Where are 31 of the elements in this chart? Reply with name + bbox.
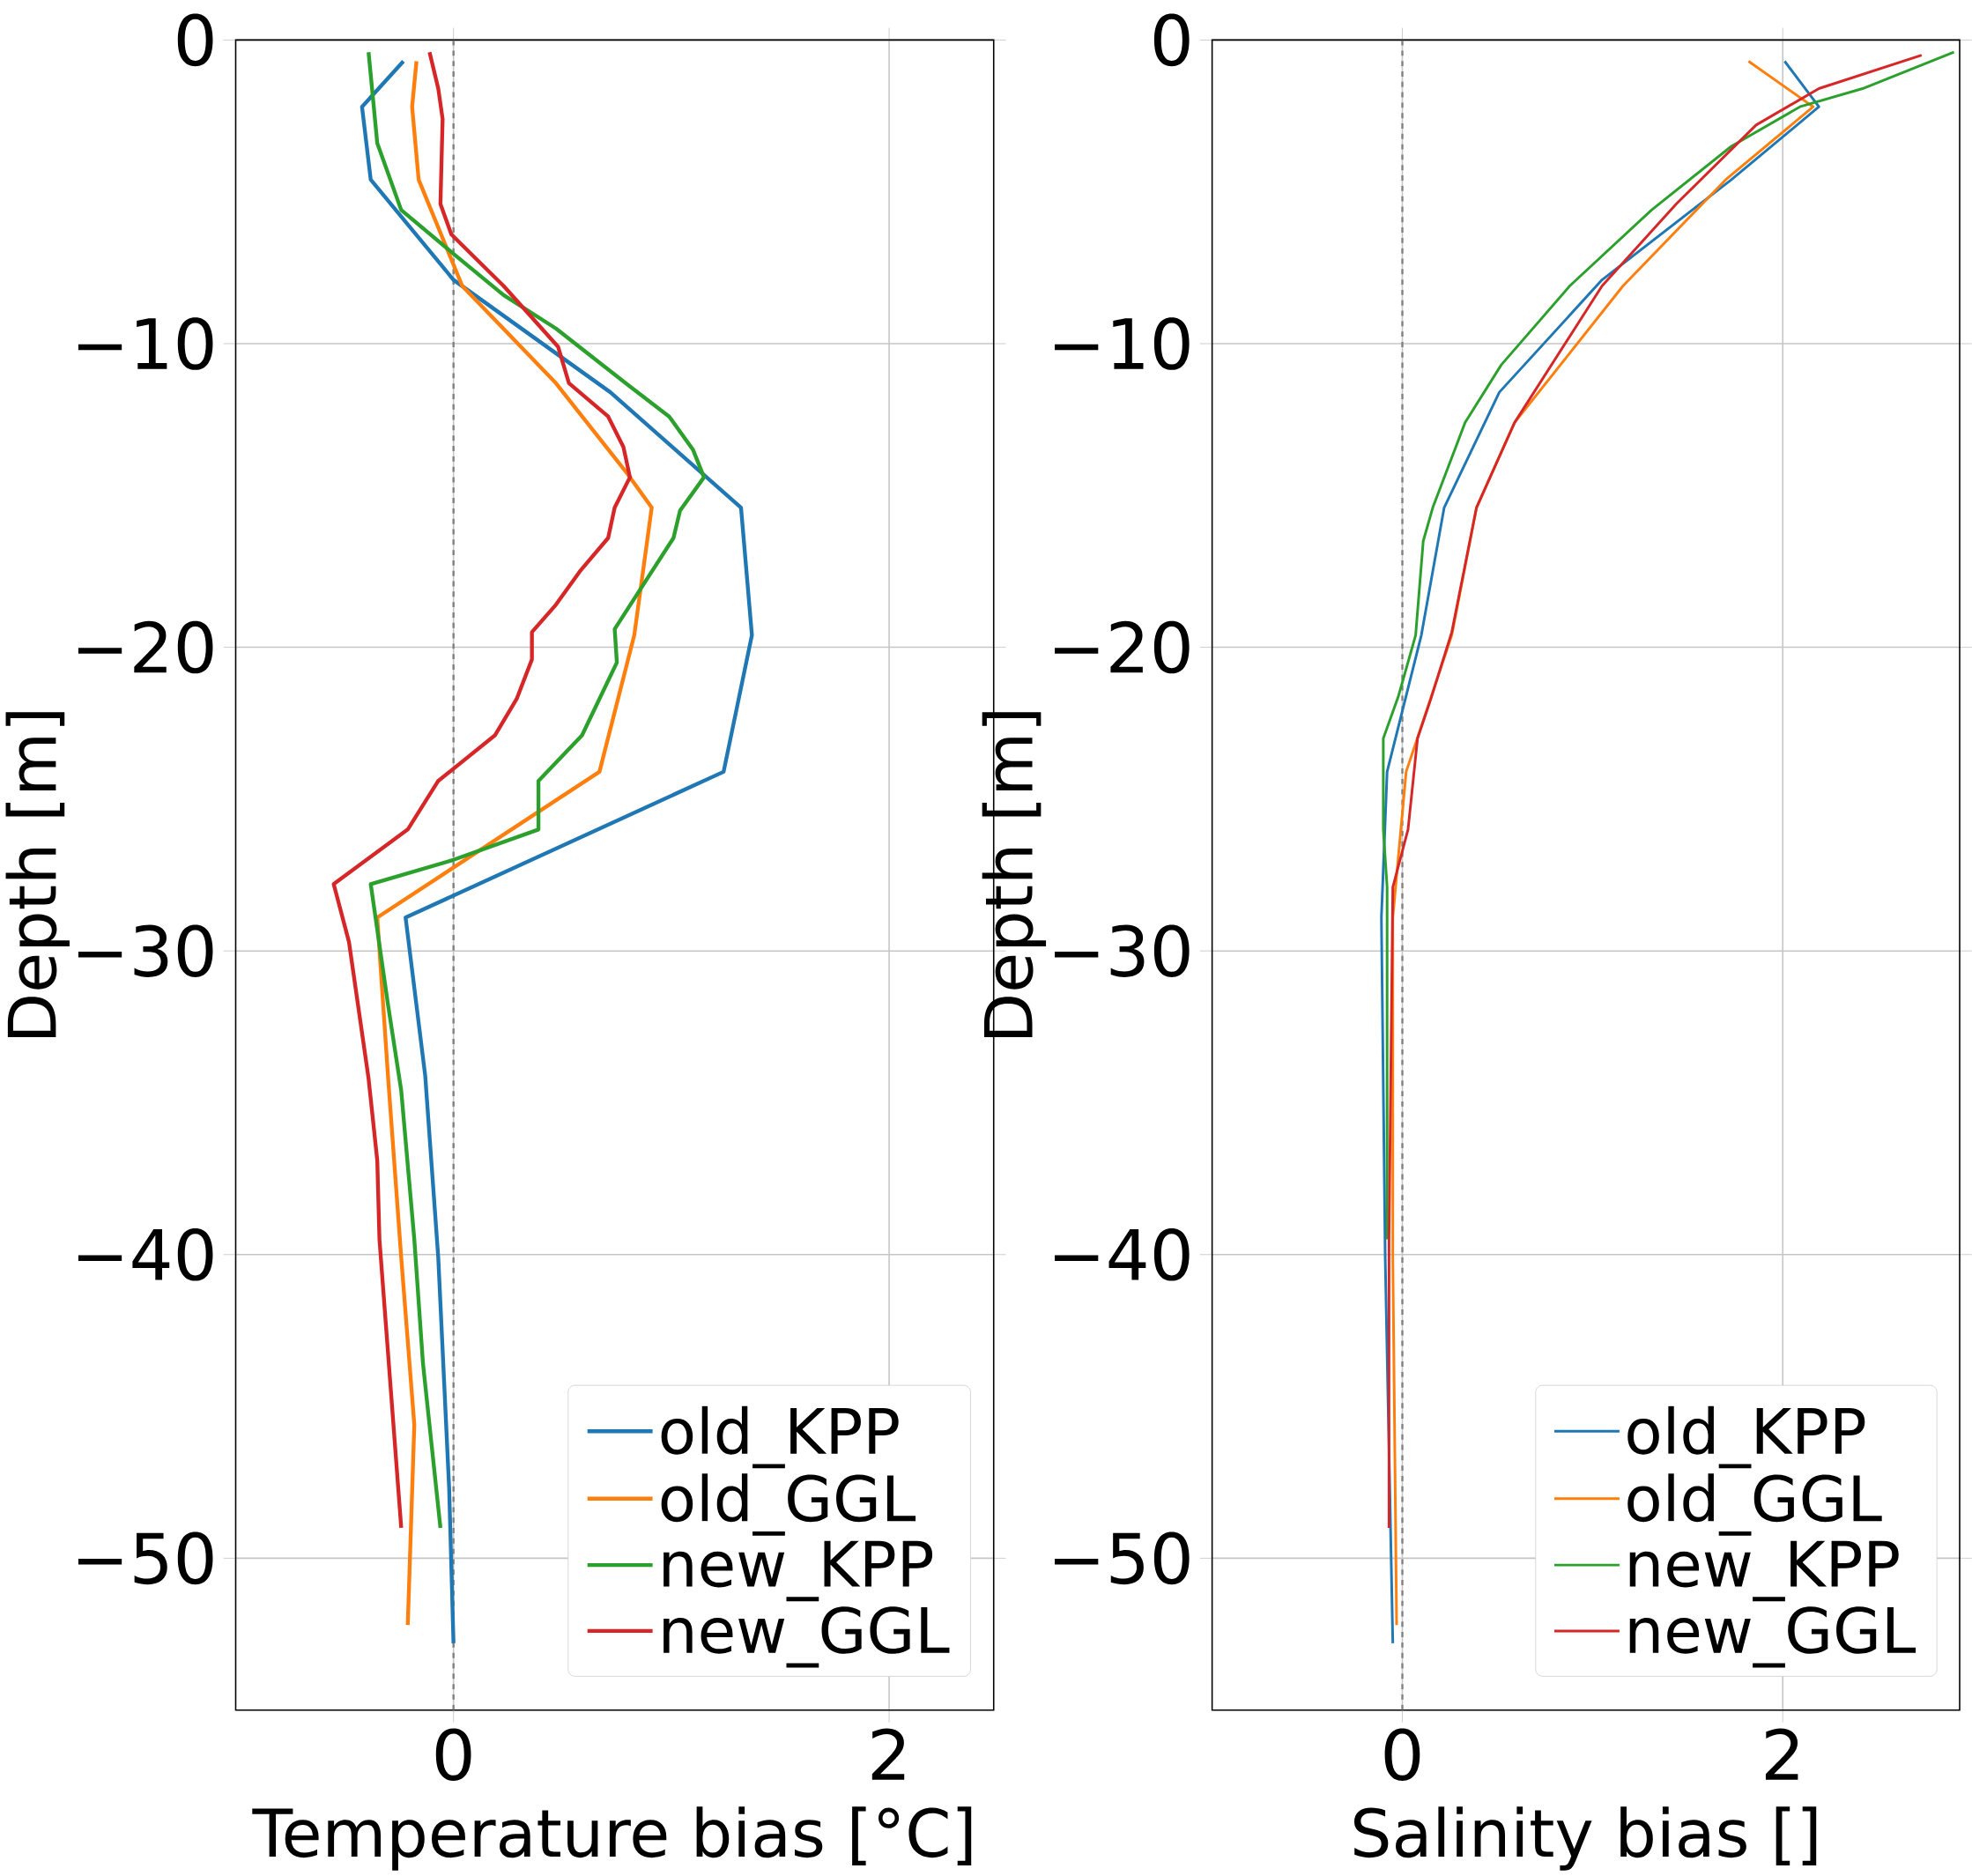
y-tick-label: −20 [78, 620, 213, 674]
x-tick-label: 2 [1765, 1728, 1798, 1780]
line-series [374, 59, 654, 1628]
x-tick-label: 2 [871, 1728, 905, 1780]
line-series [331, 49, 633, 1530]
x-axis-title: Temperature bias [°C] [252, 1806, 972, 1871]
y-axis-title: Depth [m] [982, 712, 1047, 1037]
x-tick-label: 0 [435, 1728, 471, 1781]
y-tick-label: 0 [177, 13, 213, 67]
x-axis-title: Salinity bias [] [1353, 1806, 1817, 1871]
y-tick-label: −40 [78, 1227, 213, 1281]
legend-label: new_KPP [1629, 1540, 1899, 1602]
y-tick-label: −50 [78, 1531, 213, 1585]
y-tick-label: −30 [78, 924, 213, 977]
x-tick-label: 0 [1384, 1728, 1420, 1781]
y-tick-label: −10 [1055, 317, 1190, 370]
legend-label: new_KPP [664, 1540, 933, 1602]
legend-label: new_GGL [1629, 1606, 1916, 1668]
line-series [1382, 50, 1955, 1241]
y-axis-title: Depth [m] [5, 712, 70, 1037]
legend-label: old_GGL [1627, 1473, 1882, 1536]
y-tick-label: −30 [1055, 924, 1190, 977]
legend-label: old_KPP [1627, 1405, 1865, 1469]
legend-label: new_GGL [664, 1606, 950, 1668]
y-tick-label: −50 [1055, 1531, 1190, 1585]
y-tick-label: −40 [1055, 1227, 1190, 1281]
legend-label: old_KPP [661, 1405, 899, 1469]
y-tick-label: −20 [1055, 620, 1190, 674]
y-tick-label: 0 [1153, 13, 1190, 67]
legend-label: old_GGL [661, 1473, 916, 1536]
y-tick-label: −10 [78, 317, 213, 370]
